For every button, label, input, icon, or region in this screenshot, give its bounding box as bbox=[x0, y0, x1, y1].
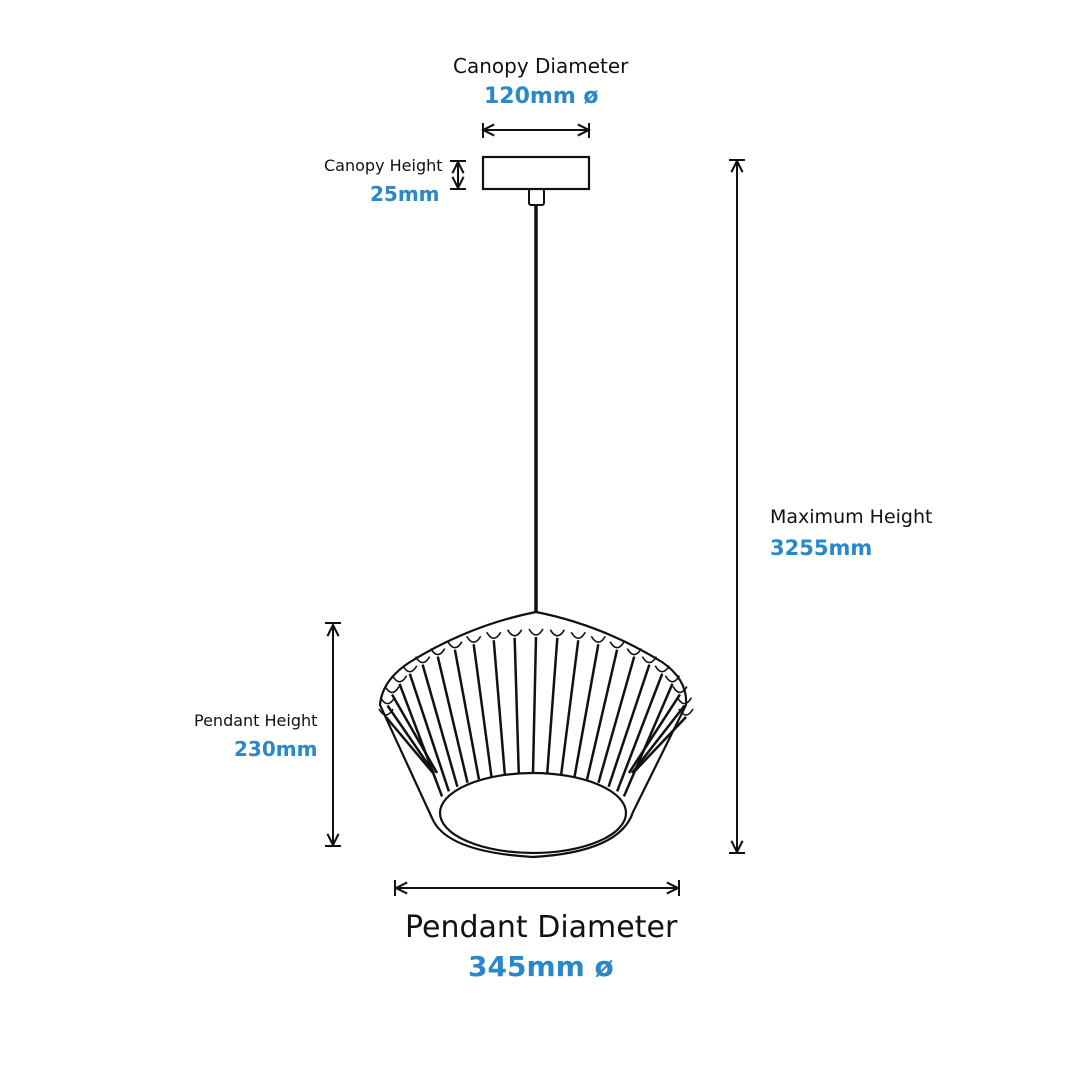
canopy-height-label: Canopy Height bbox=[324, 156, 443, 175]
shade-rib bbox=[559, 640, 580, 775]
shade-rib bbox=[436, 656, 469, 784]
shade-rib bbox=[615, 673, 664, 792]
shade-rib bbox=[513, 637, 521, 774]
canopy-height-value: 25mm bbox=[370, 182, 440, 206]
shade-rib bbox=[630, 704, 686, 774]
shade-rib bbox=[408, 673, 451, 792]
shade-rib bbox=[531, 636, 538, 774]
shade-rib bbox=[632, 716, 687, 774]
shade-rib bbox=[573, 644, 600, 777]
shade-rib-cap bbox=[654, 665, 670, 673]
shade-rib-cap bbox=[528, 628, 544, 636]
shade-rib bbox=[627, 693, 681, 774]
shade-rib-cap bbox=[506, 629, 523, 637]
shade-rib-cap bbox=[486, 631, 502, 640]
shade-rib bbox=[622, 683, 674, 797]
canopy-connector bbox=[528, 188, 545, 206]
shade-bottom-opening bbox=[438, 771, 628, 855]
shade-rib-cap bbox=[626, 648, 642, 656]
shade-rib-cap bbox=[678, 708, 694, 716]
shade-rib bbox=[545, 637, 559, 774]
canopy-diameter-dimension bbox=[483, 123, 589, 138]
shade-rib-cap bbox=[590, 635, 607, 644]
canopy bbox=[481, 155, 591, 191]
shade-rib-cap bbox=[672, 686, 688, 694]
shade-rib bbox=[421, 664, 459, 788]
pendant-height-label: Pendant Height bbox=[194, 711, 318, 730]
shade-rib bbox=[585, 649, 619, 780]
shade-rib-cap bbox=[641, 656, 658, 664]
canopy-height-dimension bbox=[450, 160, 466, 190]
shade-rib-cap bbox=[676, 697, 693, 705]
pendant-height-value: 230mm bbox=[234, 737, 318, 761]
canopy-diameter-value: 120mm ø bbox=[484, 84, 599, 109]
shade-rib-cap bbox=[664, 675, 681, 683]
shade-rib-cap bbox=[570, 631, 586, 640]
shade-rib bbox=[492, 640, 507, 775]
maximum-height-value: 3255mm bbox=[770, 536, 873, 560]
pendant-shade bbox=[378, 610, 694, 859]
shade-rib-cap bbox=[391, 675, 408, 683]
shade-rib-cap bbox=[402, 665, 418, 673]
shade-outline bbox=[378, 610, 688, 859]
shade-rib bbox=[607, 664, 651, 788]
pendant-height-dimension bbox=[325, 622, 341, 847]
shade-rib-cap bbox=[384, 686, 400, 694]
shade-rib-cap bbox=[549, 629, 566, 637]
canopy-diameter-label: Canopy Diameter bbox=[453, 54, 629, 78]
shade-rib-cap bbox=[379, 697, 396, 705]
shade-rib-cap bbox=[430, 648, 446, 656]
shade-rib-cap bbox=[447, 641, 463, 649]
maximum-height-label: Maximum Height bbox=[770, 506, 933, 528]
shade-rib bbox=[453, 649, 481, 780]
shade-rib bbox=[472, 644, 493, 777]
maximum-height-dimension bbox=[729, 159, 745, 854]
shade-rib-cap bbox=[609, 641, 625, 649]
shade-rib-cap bbox=[414, 656, 431, 664]
shade-rib bbox=[398, 683, 444, 797]
pendant-diameter-label: Pendant Diameter bbox=[405, 910, 678, 945]
pendant-diameter-value: 345mm ø bbox=[468, 950, 614, 983]
shade-rib-cap bbox=[465, 635, 482, 644]
shade-rib bbox=[597, 656, 636, 784]
pendant-diameter-dimension bbox=[394, 880, 680, 896]
shade-rib bbox=[386, 704, 436, 774]
shade-rib bbox=[385, 716, 434, 774]
